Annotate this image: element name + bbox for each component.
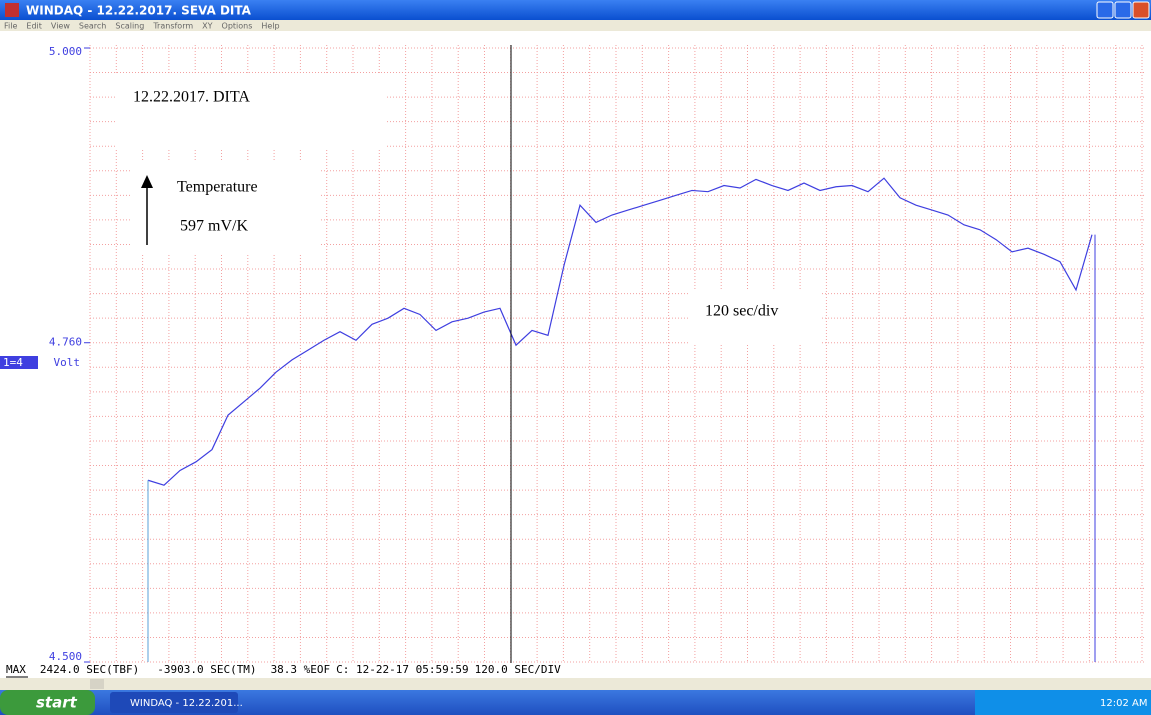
window-title: WINDAQ - 12.22.2017. SEVA DITA [26, 4, 252, 18]
title-bar [0, 0, 1151, 20]
maximize-button[interactable] [1114, 1, 1132, 19]
minimize-button[interactable] [1096, 1, 1114, 19]
channel-box [0, 356, 38, 369]
menu-item[interactable]: Transform [152, 22, 193, 31]
note-box [690, 290, 820, 345]
y-tick-label: 5.000 [49, 45, 82, 58]
arrow-head [141, 175, 153, 188]
scrollbar[interactable] [0, 678, 1151, 690]
status-field: 120.0 SEC/DIV [475, 663, 561, 676]
status-field: -3903.0 SEC(TM) [157, 663, 256, 676]
start-button[interactable] [0, 690, 95, 715]
menu-item[interactable]: View [51, 22, 70, 31]
clock: 12:02 AM [1100, 698, 1147, 709]
annotation: Temperature [177, 179, 258, 196]
y-unit: Volt [54, 356, 81, 369]
status-field: C: 12-22-17 05:59:59 [336, 663, 468, 676]
annotation: 12.22.2017. DITA [133, 89, 250, 106]
menu-item[interactable]: Scaling [115, 22, 144, 31]
menu-item[interactable]: Options [222, 22, 253, 31]
annotation: 597 mV/K [180, 218, 248, 235]
status-field: 38.3 %EOF [271, 663, 331, 676]
app-icon [5, 3, 19, 17]
status-field: 2424.0 SEC(TBF) [40, 663, 139, 676]
y-tick-label: 4.760 [49, 336, 82, 349]
scroll-thumb[interactable] [90, 679, 104, 689]
annotation: 120 sec/div [705, 303, 778, 320]
status-bar [0, 663, 1151, 678]
task-button[interactable] [110, 692, 238, 713]
trace [147, 177, 1093, 486]
menu-item[interactable]: File [4, 22, 17, 31]
y-tick-label: 4.500 [49, 650, 82, 663]
channel-label: 1=4 [3, 356, 23, 369]
start-label: start [36, 694, 78, 712]
menu-item[interactable]: Help [261, 22, 279, 31]
menu-item[interactable]: XY [202, 22, 212, 31]
status-field: MAX [6, 663, 26, 676]
menu-bar [0, 20, 1151, 31]
note-box [115, 75, 385, 150]
tray [975, 690, 1151, 715]
note-box [130, 160, 320, 255]
menu-item[interactable]: Edit [26, 22, 42, 31]
task-label: WINDAQ - 12.22.201... [130, 698, 243, 709]
close-button[interactable] [1132, 1, 1150, 19]
menu-item[interactable]: Search [79, 22, 106, 31]
